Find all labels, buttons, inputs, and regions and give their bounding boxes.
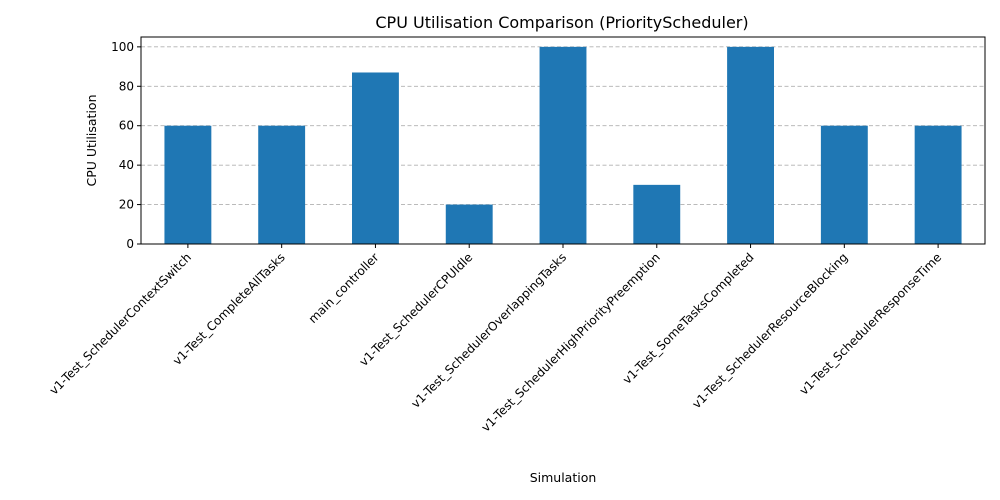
x-tick-label: v1-Test_CompleteAllTasks [170,250,288,368]
y-tick-label: 0 [126,237,134,251]
y-tick-label: 20 [119,198,134,212]
x-tick-label: v1-Test_SchedulerHighPriorityPreemption [479,250,663,434]
x-tick-label: v1-Test_SchedulerResourceBlocking [689,250,850,411]
x-tick-label: v1-Test_SchedulerContextSwitch [47,250,194,397]
bar [352,72,399,244]
x-tick-label: v1-Test_SchedulerOverlappingTasks [408,250,569,411]
bar [633,184,681,244]
y-tick-label: 60 [119,119,134,133]
y-tick-label: 80 [119,79,134,93]
bar [164,125,212,244]
bars [164,46,962,244]
x-axis-ticks: v1-Test_SchedulerContextSwitchv1-Test_Co… [47,244,944,435]
bar [539,46,587,244]
y-axis-label: CPU Utilisation [84,95,99,187]
x-axis-label: Simulation [530,470,597,485]
bar [820,125,868,244]
bar [727,46,774,244]
bar [914,125,962,244]
y-tick-label: 100 [111,40,134,54]
x-tick-label: main_controller [306,250,382,326]
bar [445,204,493,244]
chart-title: CPU Utilisation Comparison (PrioritySche… [375,13,748,32]
y-tick-label: 40 [119,158,134,172]
bar [258,125,306,244]
y-axis-ticks: 0 20 40 60 80 100 [111,40,141,251]
